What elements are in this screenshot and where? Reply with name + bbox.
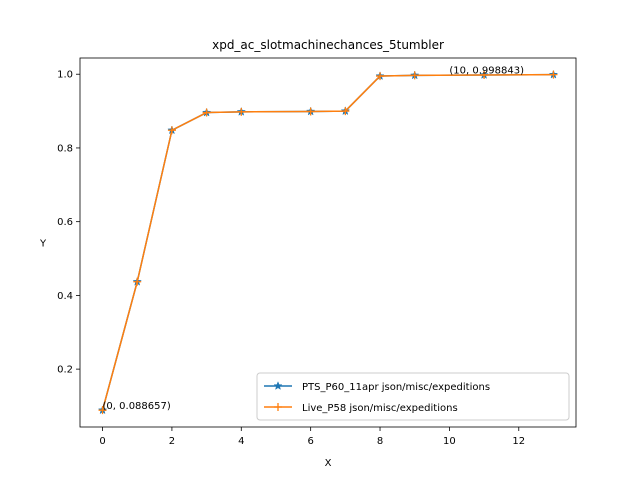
data-annotation: (10, 0.998843) [449, 66, 524, 77]
data-point [133, 277, 142, 286]
data-point [237, 107, 246, 116]
x-tick-label: 2 [169, 436, 175, 447]
x-tick-label: 8 [377, 436, 383, 447]
legend: PTS_P60_11apr json/misc/expeditions Live_… [256, 372, 570, 421]
data-annotation: (0, 0.088657) [103, 401, 171, 412]
axes-frame [79, 57, 577, 428]
x-axis-label: X [325, 458, 332, 469]
x-tick-label: 6 [307, 436, 313, 447]
data-point [410, 71, 419, 80]
chart-title: xpd_ac_slotmachinechances_5tumbler [212, 38, 444, 52]
series-2 [98, 70, 558, 415]
legend-marker [273, 381, 283, 390]
y-axis-label: Y [39, 239, 47, 250]
y-tick-label: 1.0 [57, 70, 73, 81]
legend-item: Live_P58 json/misc/expeditions [264, 403, 458, 414]
x-tick-label: 12 [512, 436, 525, 447]
data-point [167, 126, 176, 135]
legend-box [256, 372, 570, 421]
data-point [376, 72, 385, 81]
data-point [306, 107, 315, 116]
y-tick-label: 0.2 [57, 365, 73, 376]
legend-item: PTS_P60_11apr json/misc/expeditions [264, 381, 490, 393]
legend-marker [274, 403, 282, 411]
data-point [549, 70, 558, 79]
y-tick-label: 0.8 [57, 143, 73, 154]
data-point [98, 406, 107, 415]
y-tick-label: 0.4 [57, 291, 73, 302]
data-point [480, 70, 489, 79]
legend-label: Live_P58 json/misc/expeditions [302, 403, 458, 414]
plot-area: 0 2 4 6 8 10 12 0.2 0.4 0.6 0.8 1.0 (0, 0.088657) (10… [57, 57, 577, 447]
y-tick-label: 0.6 [57, 217, 73, 228]
data-point [202, 108, 211, 117]
data-point [341, 107, 350, 116]
legend-label: PTS_P60_11apr json/misc/expeditions [302, 382, 490, 393]
x-tick-label: 0 [99, 436, 105, 447]
x-tick-label: 10 [443, 436, 456, 447]
x-tick-label: 4 [238, 436, 244, 447]
